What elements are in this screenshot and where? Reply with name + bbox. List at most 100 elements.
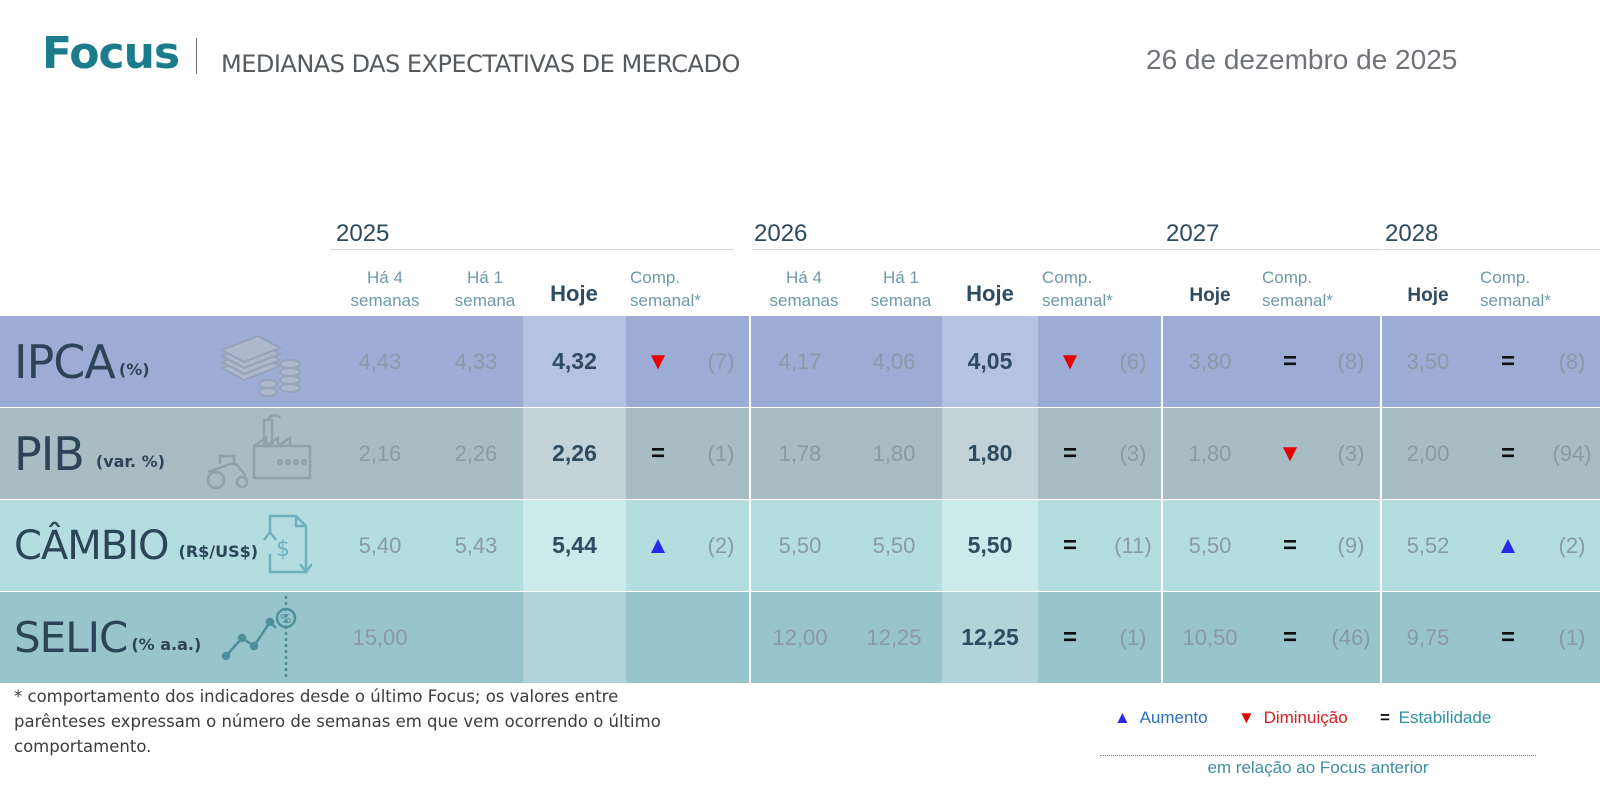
year-2026-heading: 2026: [754, 220, 808, 247]
equal-icon: =: [1500, 347, 1515, 375]
hoje-2025-shade: [523, 592, 626, 683]
selic-2027-weeks: (46): [1331, 624, 1371, 650]
equal-icon: =: [1500, 439, 1515, 467]
row-label-pib: PIB (var. %): [14, 426, 166, 481]
year-separator: [749, 408, 751, 499]
year-2028-heading: 2028: [1385, 220, 1439, 247]
equal-icon: =: [1282, 531, 1297, 559]
selic-2025-ha1: [436, 592, 516, 683]
legend-note: em relação ao Focus anterior: [1207, 758, 1429, 777]
year-2027-heading: 2027: [1166, 220, 1220, 247]
pib-2027-hoje: 1,80: [1188, 440, 1232, 466]
arrow-down-icon: ▼: [1238, 708, 1255, 727]
row-label-selic: SELIC (% a.a.): [14, 613, 202, 662]
hoje-2026-shade: [942, 316, 1038, 407]
equal-icon: =: [1062, 623, 1077, 651]
focus-logo: Focus: [42, 28, 180, 79]
selic-2028-weeks: (1): [1558, 624, 1586, 650]
equal-icon: =: [1380, 708, 1390, 727]
year-2027-rule: [1164, 249, 1382, 250]
year-2025-heading: 2025: [336, 220, 390, 247]
col-2025-ha4-header: Há 4 semanas: [350, 268, 420, 310]
legend-up-label: Aumento: [1139, 708, 1208, 727]
pib-2026-ha1: 1,80: [872, 440, 916, 466]
legend-up: ▲ Aumento: [1114, 708, 1208, 728]
selic-2026-ha4: 12,00: [772, 624, 828, 650]
selic-2027-hoje: 10,50: [1182, 624, 1238, 650]
hoje-2025-shade: [523, 316, 626, 407]
year-2028-rule: [1383, 249, 1600, 250]
ipca-2027-weeks: (8): [1337, 348, 1365, 374]
pib-2026-weeks: (3): [1119, 440, 1147, 466]
year-separator: [1161, 316, 1163, 407]
arrow-down-icon: ▼: [1278, 439, 1302, 467]
report-date: 26 de dezembro de 2025: [1146, 44, 1458, 75]
row-label-ipca: IPCA (%): [14, 334, 150, 389]
year-separator: [749, 316, 751, 407]
arrow-down-icon: ▼: [646, 347, 670, 375]
report-subtitle: MEDIANAS DAS EXPECTATIVAS DE MERCADO: [221, 50, 740, 78]
hoje-2025-shade: [523, 500, 626, 591]
year-separator: [749, 500, 751, 591]
header-divider: [196, 38, 197, 74]
ipca-2025-hoje: 4,32: [552, 348, 597, 374]
hoje-2026-shade: [942, 592, 1038, 683]
pib-2026-hoje: 1,80: [967, 440, 1013, 466]
pib-2028-weeks: (94): [1552, 440, 1592, 466]
interest-rate-chart-icon: %: [220, 594, 308, 685]
col-2025-hoje-header: Hoje: [550, 281, 598, 306]
hoje-2025-shade: [523, 408, 626, 499]
arrow-up-icon: ▲: [1496, 531, 1520, 559]
selic-2026-hoje: 12,25: [961, 624, 1019, 650]
year-separator: [1161, 408, 1163, 499]
col-2025-ha1-header: Há 1 semana: [454, 268, 516, 310]
pib-2026-ha4: 1,78: [778, 440, 822, 466]
table-row-selic: SELIC (% a.a.) % 15,00 12,00 12,25 12,25 …: [0, 592, 1600, 683]
legend-equal: = Estabilidade: [1380, 708, 1491, 728]
cambio-2026-weeks: (11): [1114, 532, 1152, 558]
ipca-2025-ha4: 4,43: [358, 348, 402, 374]
col-2026-comp-header: Comp. semanal*: [1042, 268, 1113, 310]
cambio-2027-hoje: 5,50: [1188, 532, 1232, 558]
cambio-2028-weeks: (2): [1558, 532, 1586, 558]
cambio-2026-ha4: 5,50: [778, 532, 822, 558]
equal-icon: =: [1062, 531, 1077, 559]
col-2027-comp-header: Comp. semanal*: [1262, 268, 1333, 310]
footnote: * comportamento dos indicadores desde o …: [14, 687, 661, 756]
ipca-2026-hoje: 4,05: [967, 348, 1013, 374]
cambio-2025-weeks: (2): [707, 532, 735, 558]
selic-2028-hoje: 9,75: [1406, 624, 1450, 650]
money-stack-icon: [218, 322, 304, 405]
year-separator: [1380, 408, 1382, 499]
table-row-cambio: CÂMBIO (R$/US$) $ 5,40 5,43 5,44 ▲ (2) 5,…: [0, 500, 1600, 591]
ipca-2026-ha1: 4,06: [872, 348, 916, 374]
ipca-2025-ha1: 4,33: [454, 348, 498, 374]
pib-2027-weeks: (3): [1337, 440, 1365, 466]
ipca-2027-hoje: 3,80: [1188, 348, 1232, 374]
svg-text:%: %: [280, 612, 291, 626]
cambio-2025-ha1: 5,43: [454, 532, 498, 558]
cambio-2026-hoje: 5,50: [967, 532, 1013, 558]
arrow-down-icon: ▼: [1058, 347, 1082, 375]
equal-icon: =: [1062, 439, 1077, 467]
pib-2028-hoje: 2,00: [1406, 440, 1450, 466]
pib-2025-ha4: 2,16: [358, 440, 402, 466]
equal-icon: =: [1282, 623, 1297, 651]
pib-2025-hoje: 2,26: [552, 440, 597, 466]
year-separator: [1161, 500, 1163, 591]
cambio-2026-ha1: 5,50: [872, 532, 916, 558]
legend-divider: [1100, 755, 1536, 756]
ipca-2025-weeks: (7): [707, 348, 735, 374]
legend-down: ▼ Diminuição: [1238, 708, 1348, 728]
ipca-2028-hoje: 3,50: [1406, 348, 1450, 374]
hoje-2026-shade: [942, 500, 1038, 591]
ipca-2026-ha4: 4,17: [778, 348, 822, 374]
table-row-pib: PIB (var. %) 2,16 2,26 2,26 = (1) 1,78 1,…: [0, 408, 1600, 499]
arrow-up-icon: ▲: [1114, 708, 1131, 727]
legend-down-label: Diminuição: [1263, 708, 1348, 727]
selic-2026-weeks: (1): [1119, 624, 1147, 650]
year-separator: [1380, 592, 1382, 683]
year-separator: [1161, 592, 1163, 683]
equal-icon: =: [1282, 347, 1297, 375]
selic-2025-weeks: [700, 592, 742, 683]
